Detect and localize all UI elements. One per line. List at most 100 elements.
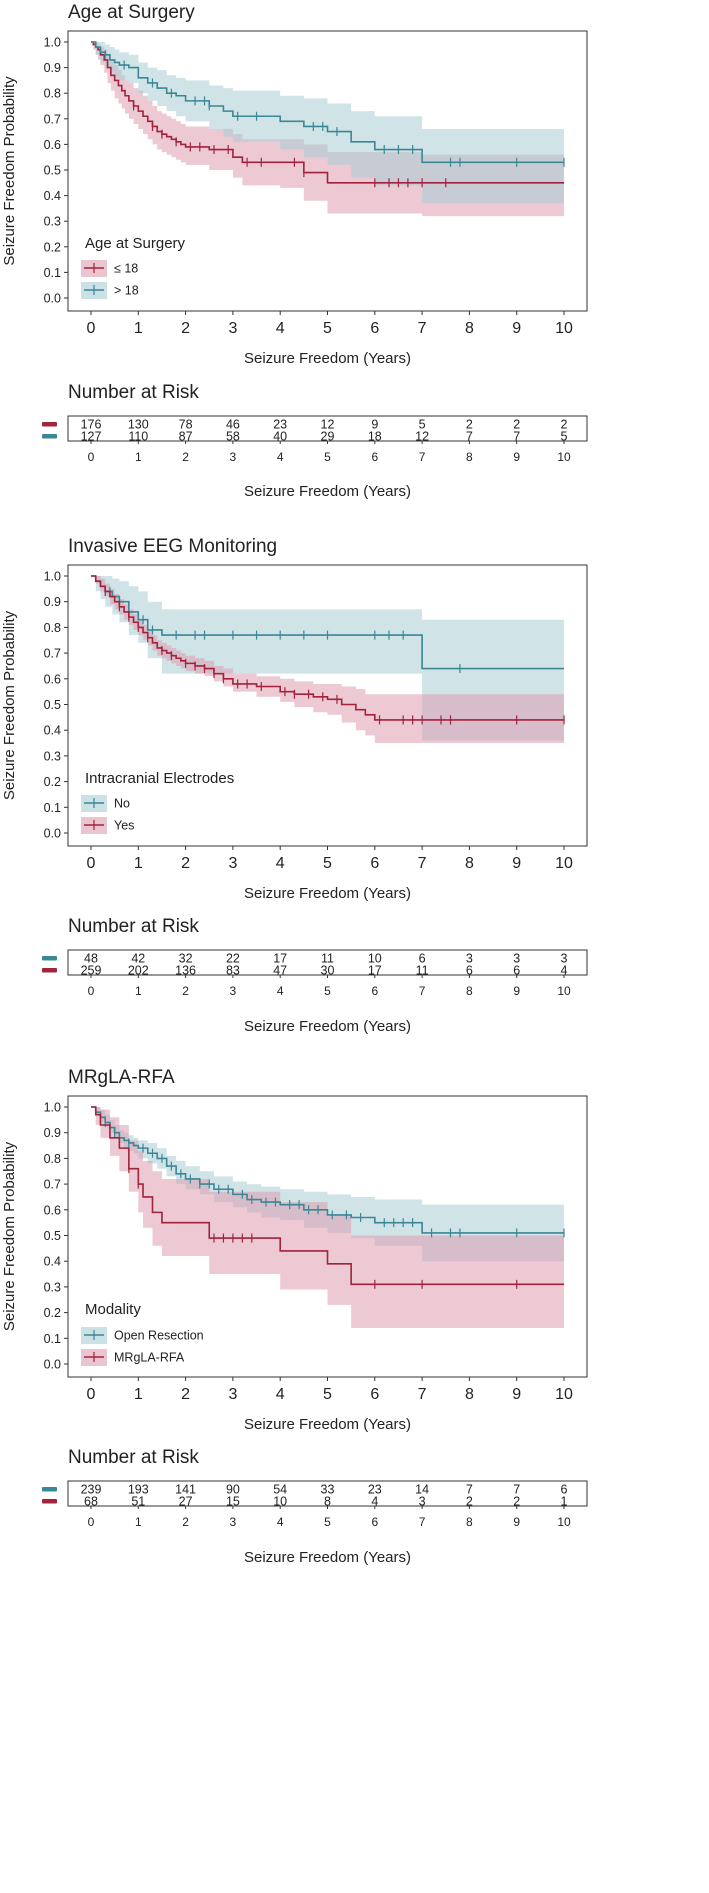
survival-line-0 (91, 41, 564, 184)
y-tick-label: 0.1 (44, 266, 61, 280)
risk-count: 22 (226, 952, 240, 966)
survival-line-1 (91, 1106, 564, 1286)
risk-count: 136 (175, 964, 196, 978)
risk-count: 17 (368, 964, 382, 978)
x-tick-label: 5 (323, 855, 332, 872)
risk-count: 32 (179, 952, 193, 966)
series-1 (91, 575, 565, 725)
risk-count: 11 (416, 964, 429, 978)
x-axis-label: Seizure Freedom (Years) (244, 885, 411, 902)
y-tick-label: 0.0 (44, 1358, 61, 1372)
risk-count: 3 (419, 1495, 426, 1509)
risk-count: 90 (226, 1483, 240, 1497)
y-tick-label: 0.4 (44, 724, 61, 738)
legend-label: No (114, 797, 130, 811)
y-tick-label: 0.5 (44, 698, 61, 712)
y-tick-label: 0.3 (44, 1280, 61, 1294)
y-tick-label: 0.2 (44, 240, 61, 254)
legend: Intracranial Electrodes No Yes (81, 770, 234, 834)
risk-count: 2 (466, 1495, 473, 1509)
risk-count: 2 (561, 418, 568, 432)
risk-count: 3 (561, 952, 568, 966)
series-0 (91, 41, 564, 188)
legend-label: ≤ 18 (114, 262, 138, 276)
x-tick-label: 10 (555, 320, 573, 337)
risk-count: 12 (321, 418, 335, 432)
risk-count: 54 (273, 1483, 287, 1497)
legend-title: Intracranial Electrodes (85, 770, 234, 787)
risk-count: 58 (226, 430, 240, 444)
y-tick-label: 0.8 (44, 87, 61, 101)
risk-count: 42 (131, 952, 145, 966)
risk-count: 29 (321, 430, 335, 444)
x-tick-label: 8 (465, 320, 474, 337)
risk-count: 78 (179, 418, 193, 432)
x-tick-label: 9 (512, 855, 521, 872)
x-tick-label: 8 (465, 1386, 474, 1403)
risk-row-color-key (42, 956, 57, 961)
x-tick-label: 10 (555, 855, 573, 872)
x-tick-label: 2 (181, 320, 190, 337)
risk-tick-label: 1 (135, 1515, 142, 1529)
risk-tick-label: 4 (277, 1515, 284, 1529)
risk-count: 10 (368, 952, 382, 966)
risk-count: 23 (273, 418, 287, 432)
x-tick-label: 8 (465, 855, 474, 872)
x-tick-label: 4 (276, 1386, 285, 1403)
risk-tick-label: 9 (513, 450, 520, 464)
km-panel-0: Age at Surgery Seizure Freedom Probabilit… (1, 2, 588, 500)
risk-tick-label: 7 (419, 984, 426, 998)
x-tick-label: 0 (87, 1386, 96, 1403)
risk-tick-label: 6 (371, 450, 378, 464)
risk-tick-label: 3 (230, 984, 237, 998)
risk-count: 27 (179, 1495, 193, 1509)
risk-count: 130 (128, 418, 149, 432)
km-panel-2: MRgLA-RFA Seizure Freedom Probability 0.0 0… (1, 1067, 588, 1566)
y-tick-label: 0.6 (44, 138, 61, 152)
risk-count: 2 (513, 418, 520, 432)
risk-tick-label: 4 (277, 450, 284, 464)
risk-tick-label: 8 (466, 1515, 473, 1529)
x-tick-label: 4 (276, 320, 285, 337)
y-tick-label: 0.5 (44, 1229, 61, 1243)
risk-count: 5 (561, 430, 568, 444)
risk-count: 18 (368, 430, 382, 444)
x-tick-label: 3 (228, 320, 237, 337)
risk-tick-label: 3 (230, 1515, 237, 1529)
risk-tick-label: 4 (277, 984, 284, 998)
x-tick-label: 5 (323, 320, 332, 337)
series-1 (91, 41, 565, 167)
risk-count: 12 (415, 430, 429, 444)
risk-table-title: Number at Risk (68, 1447, 199, 1468)
risk-table-title: Number at Risk (68, 916, 199, 937)
legend-title: Age at Surgery (85, 235, 186, 252)
x-tick-label: 4 (276, 855, 285, 872)
risk-count: 2 (513, 1495, 520, 1509)
y-tick-label: 0.2 (44, 1306, 61, 1320)
risk-count: 47 (273, 964, 287, 978)
risk-row-color-key (42, 422, 57, 427)
risk-count: 5 (419, 418, 426, 432)
risk-count: 239 (81, 1483, 102, 1497)
risk-tick-label: 8 (466, 984, 473, 998)
y-tick-label: 0.8 (44, 621, 61, 635)
risk-tick-label: 3 (230, 450, 237, 464)
risk-count: 7 (513, 1483, 520, 1497)
risk-count: 6 (513, 964, 520, 978)
risk-tick-label: 9 (513, 984, 520, 998)
risk-count: 68 (84, 1495, 98, 1509)
chart-title: Age at Surgery (68, 2, 195, 23)
risk-row-color-key (42, 1499, 57, 1504)
risk-count: 10 (273, 1495, 287, 1509)
risk-tick-label: 7 (419, 450, 426, 464)
y-tick-label: 0.0 (44, 292, 61, 306)
risk-count: 2 (466, 418, 473, 432)
risk-row-color-key (42, 968, 57, 973)
risk-tick-label: 0 (88, 984, 95, 998)
risk-count: 7 (466, 430, 473, 444)
y-tick-label: 0.0 (44, 827, 61, 841)
risk-count: 51 (131, 1495, 145, 1509)
x-tick-label: 7 (418, 320, 427, 337)
